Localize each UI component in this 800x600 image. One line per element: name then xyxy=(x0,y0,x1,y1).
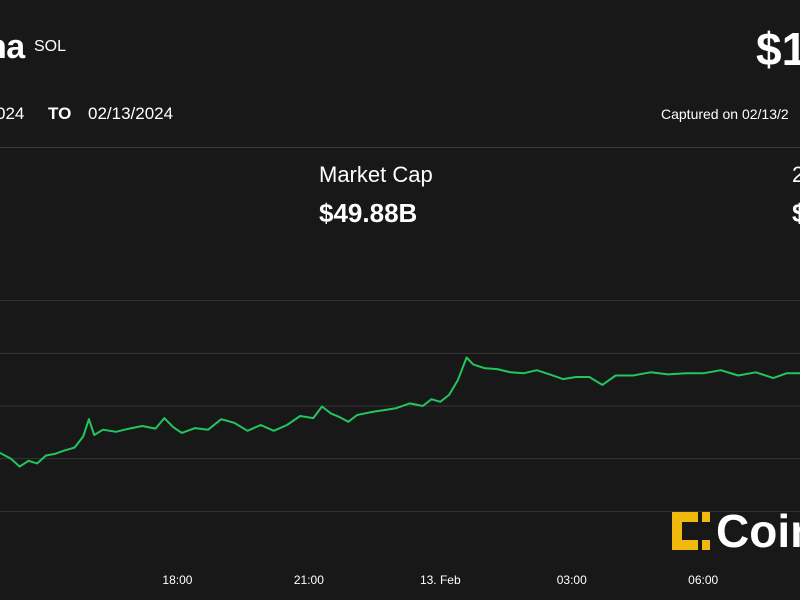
x-tick-label-4: 03:00 xyxy=(557,573,587,587)
date-to-label: TO xyxy=(48,104,72,123)
date-to: 02/13/2024 xyxy=(88,104,174,123)
series-line-1 xyxy=(0,356,800,468)
current-price: $1 xyxy=(756,23,800,75)
asset-ticker: SOL xyxy=(34,38,67,55)
date-from: 024 xyxy=(0,104,25,123)
chart-series xyxy=(0,356,800,468)
asset-name: na xyxy=(0,28,25,66)
chart-gridlines xyxy=(0,300,800,512)
logo-mark-icon xyxy=(672,512,710,550)
market-cap-label: Market Cap xyxy=(319,162,433,187)
x-tick-label-5: 06:00 xyxy=(688,573,718,587)
header-divider xyxy=(0,147,800,148)
logo-wordmark: Coin xyxy=(716,505,800,557)
second-stat-label: 2 xyxy=(792,162,800,187)
second-stat-value: $ xyxy=(792,198,800,228)
market-cap-value: $49.88B xyxy=(319,198,418,228)
x-tick-label-3: 13. Feb xyxy=(420,573,461,587)
x-axis-ticks: 18:00 21:00 13. Feb 03:00 06:00 xyxy=(162,573,718,587)
x-tick-label-1: 18:00 xyxy=(162,573,192,587)
coindesk-logo: Coin xyxy=(668,505,800,559)
x-tick-label-2: 21:00 xyxy=(294,573,324,587)
captured-timestamp: Captured on 02/13/2 xyxy=(661,106,789,122)
